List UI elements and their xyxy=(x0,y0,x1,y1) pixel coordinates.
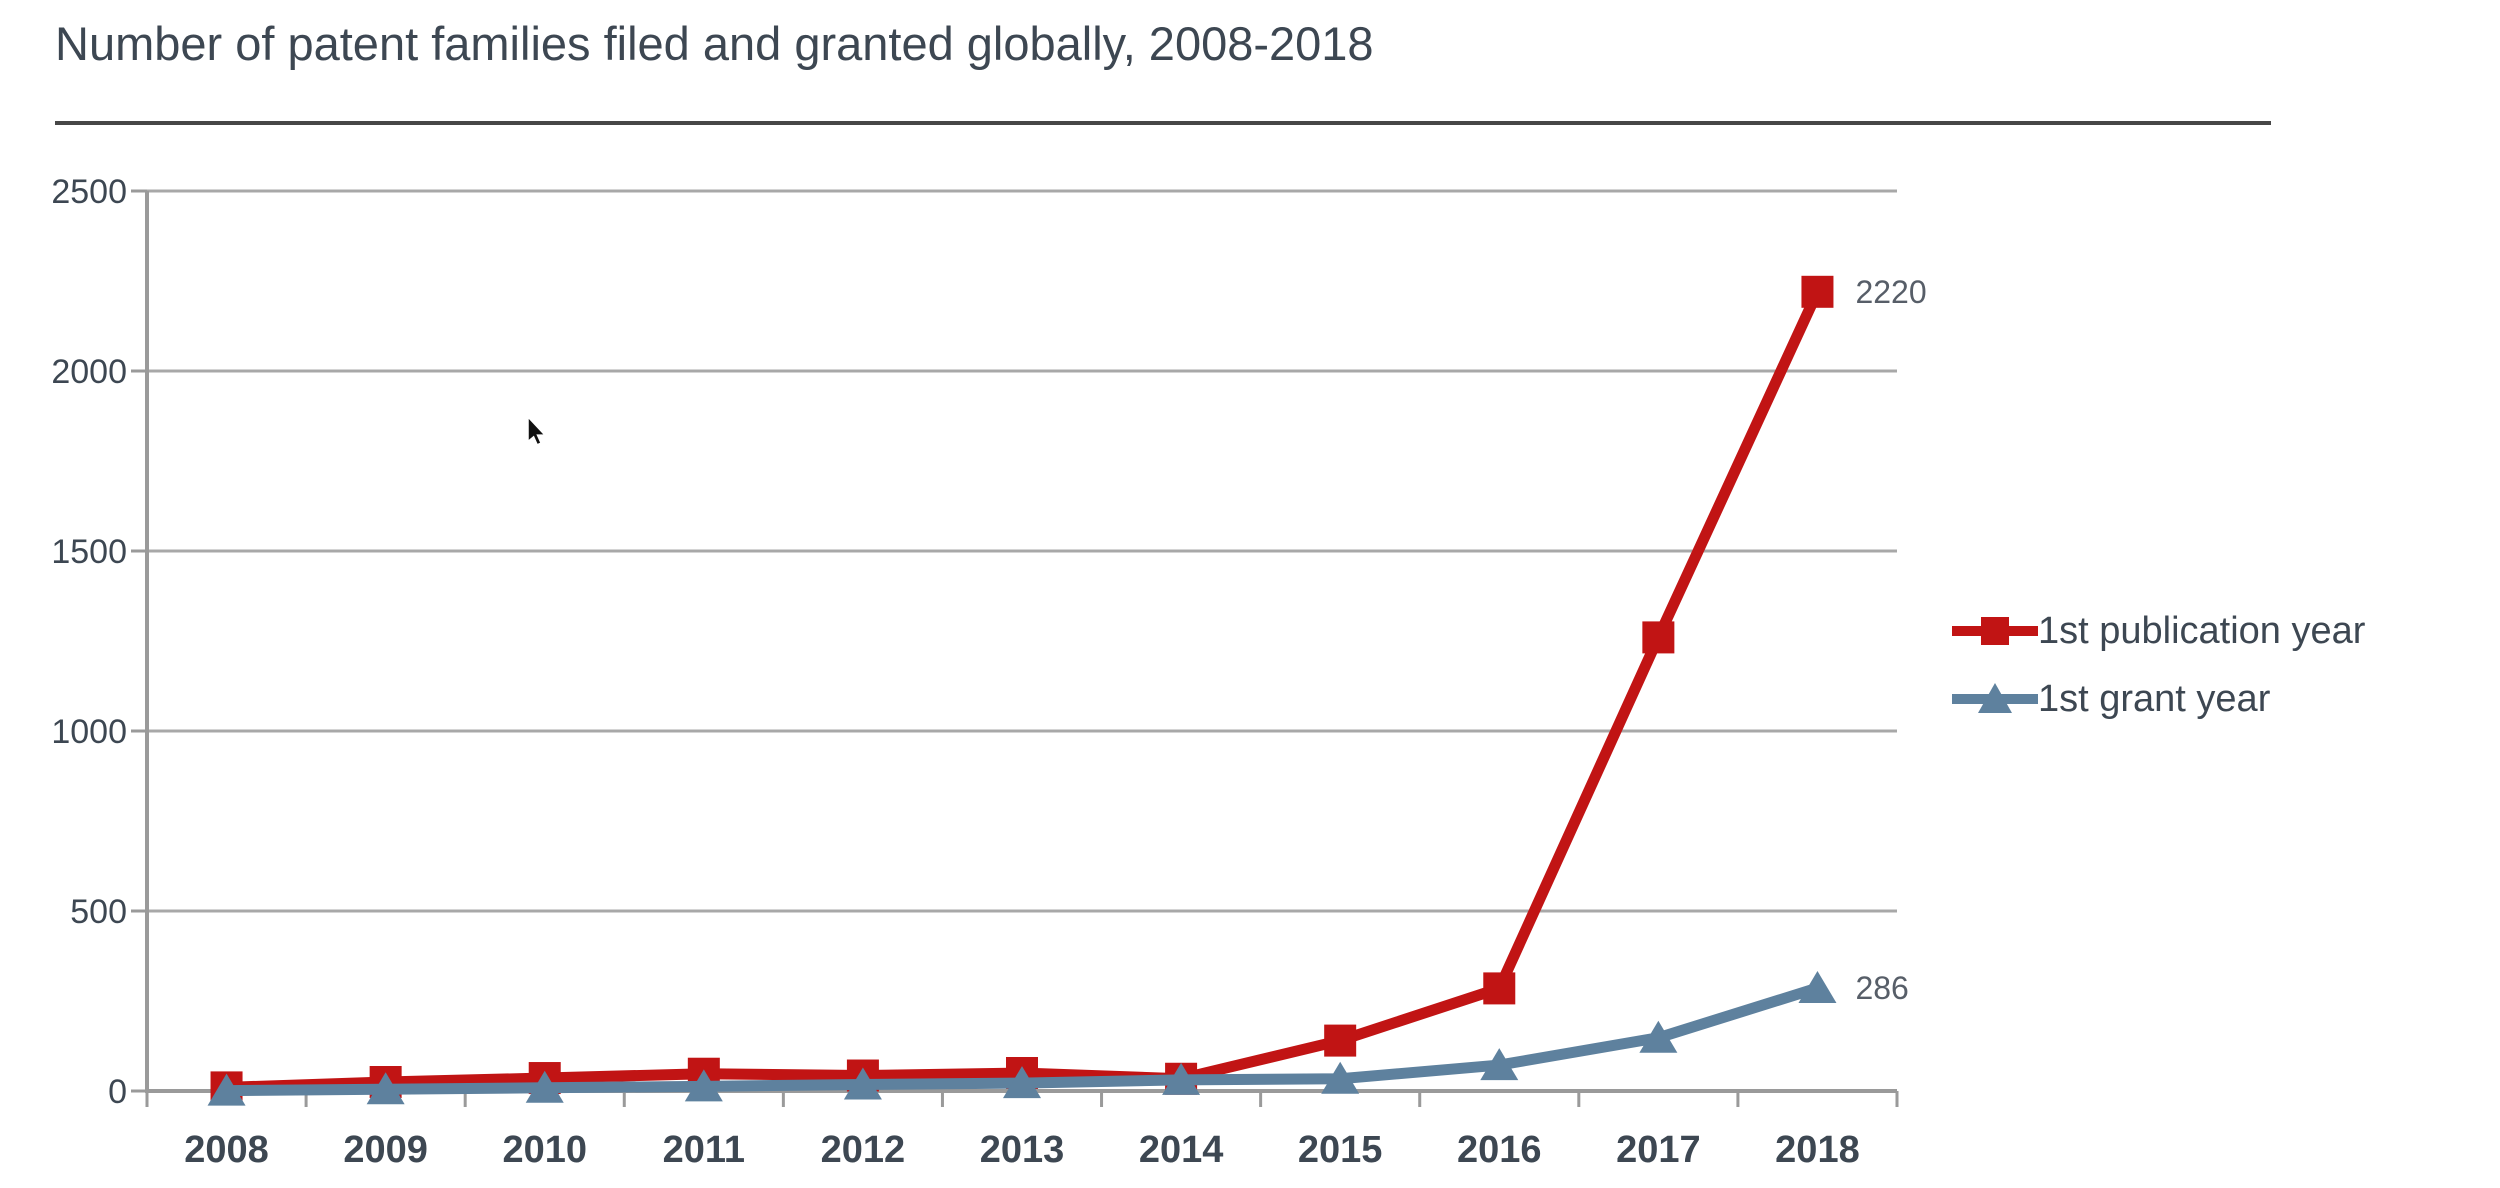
marker-triangle xyxy=(1321,1061,1360,1094)
y-tick-label: 500 xyxy=(70,893,127,931)
marker-square xyxy=(1801,275,1834,308)
legend-swatch-red-square-icon xyxy=(1952,617,2038,645)
legend-label-grant-year: 1st grant year xyxy=(2038,677,2271,720)
marker-triangle xyxy=(1480,1048,1519,1081)
marker-triangle xyxy=(366,1072,405,1105)
chart-legend: 1st publication year 1st grant year xyxy=(1952,610,2365,720)
y-tick-label: 1000 xyxy=(51,713,127,751)
marker-square xyxy=(1324,1024,1357,1057)
x-tick-label: 2016 xyxy=(1457,1129,1542,1171)
y-tick-label: 2000 xyxy=(51,353,127,391)
x-tick-label: 2010 xyxy=(502,1129,587,1171)
marker-triangle xyxy=(684,1069,723,1102)
y-tick-label: 2500 xyxy=(51,173,127,211)
y-tick-label: 0 xyxy=(108,1073,127,1111)
marker-triangle xyxy=(1003,1066,1041,1099)
x-tick-label: 2011 xyxy=(663,1129,745,1171)
marker-square xyxy=(1642,621,1675,654)
x-tick-label: 2008 xyxy=(184,1129,269,1171)
marker-triangle xyxy=(1798,971,1837,1004)
chart-title: Number of patent families filed and gran… xyxy=(55,17,1374,70)
marker-triangle xyxy=(525,1070,564,1103)
series-end-value-label: 2220 xyxy=(1855,274,1926,310)
legend-swatch-blue-triangle-icon xyxy=(1952,683,2038,713)
legend-item-grant-year: 1st grant year xyxy=(1952,678,2365,720)
marker-triangle xyxy=(1162,1062,1201,1095)
marker-triangle xyxy=(207,1073,246,1106)
x-tick-label: 2012 xyxy=(821,1129,906,1171)
x-tick-label: 2015 xyxy=(1298,1129,1383,1171)
mouse-cursor-icon xyxy=(527,415,547,446)
marker-square xyxy=(1483,972,1516,1005)
title-divider xyxy=(55,121,2271,125)
marker-triangle xyxy=(843,1067,882,1100)
legend-item-publication-year: 1st publication year xyxy=(1952,610,2365,652)
y-tick-label: 1500 xyxy=(51,533,127,571)
x-tick-label: 2014 xyxy=(1139,1129,1224,1171)
series-end-value-label: 286 xyxy=(1855,970,1908,1006)
x-tick-label: 2018 xyxy=(1775,1129,1860,1171)
legend-label-publication-year: 1st publication year xyxy=(2038,609,2366,652)
marker-triangle xyxy=(1639,1020,1678,1053)
x-tick-label: 2009 xyxy=(343,1129,428,1171)
x-tick-label: 2017 xyxy=(1616,1129,1701,1171)
x-tick-label: 2013 xyxy=(980,1129,1065,1171)
